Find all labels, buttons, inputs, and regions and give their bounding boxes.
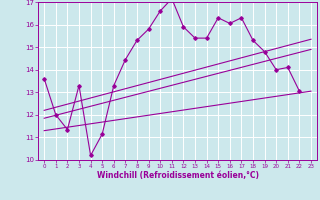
X-axis label: Windchill (Refroidissement éolien,°C): Windchill (Refroidissement éolien,°C)	[97, 171, 259, 180]
